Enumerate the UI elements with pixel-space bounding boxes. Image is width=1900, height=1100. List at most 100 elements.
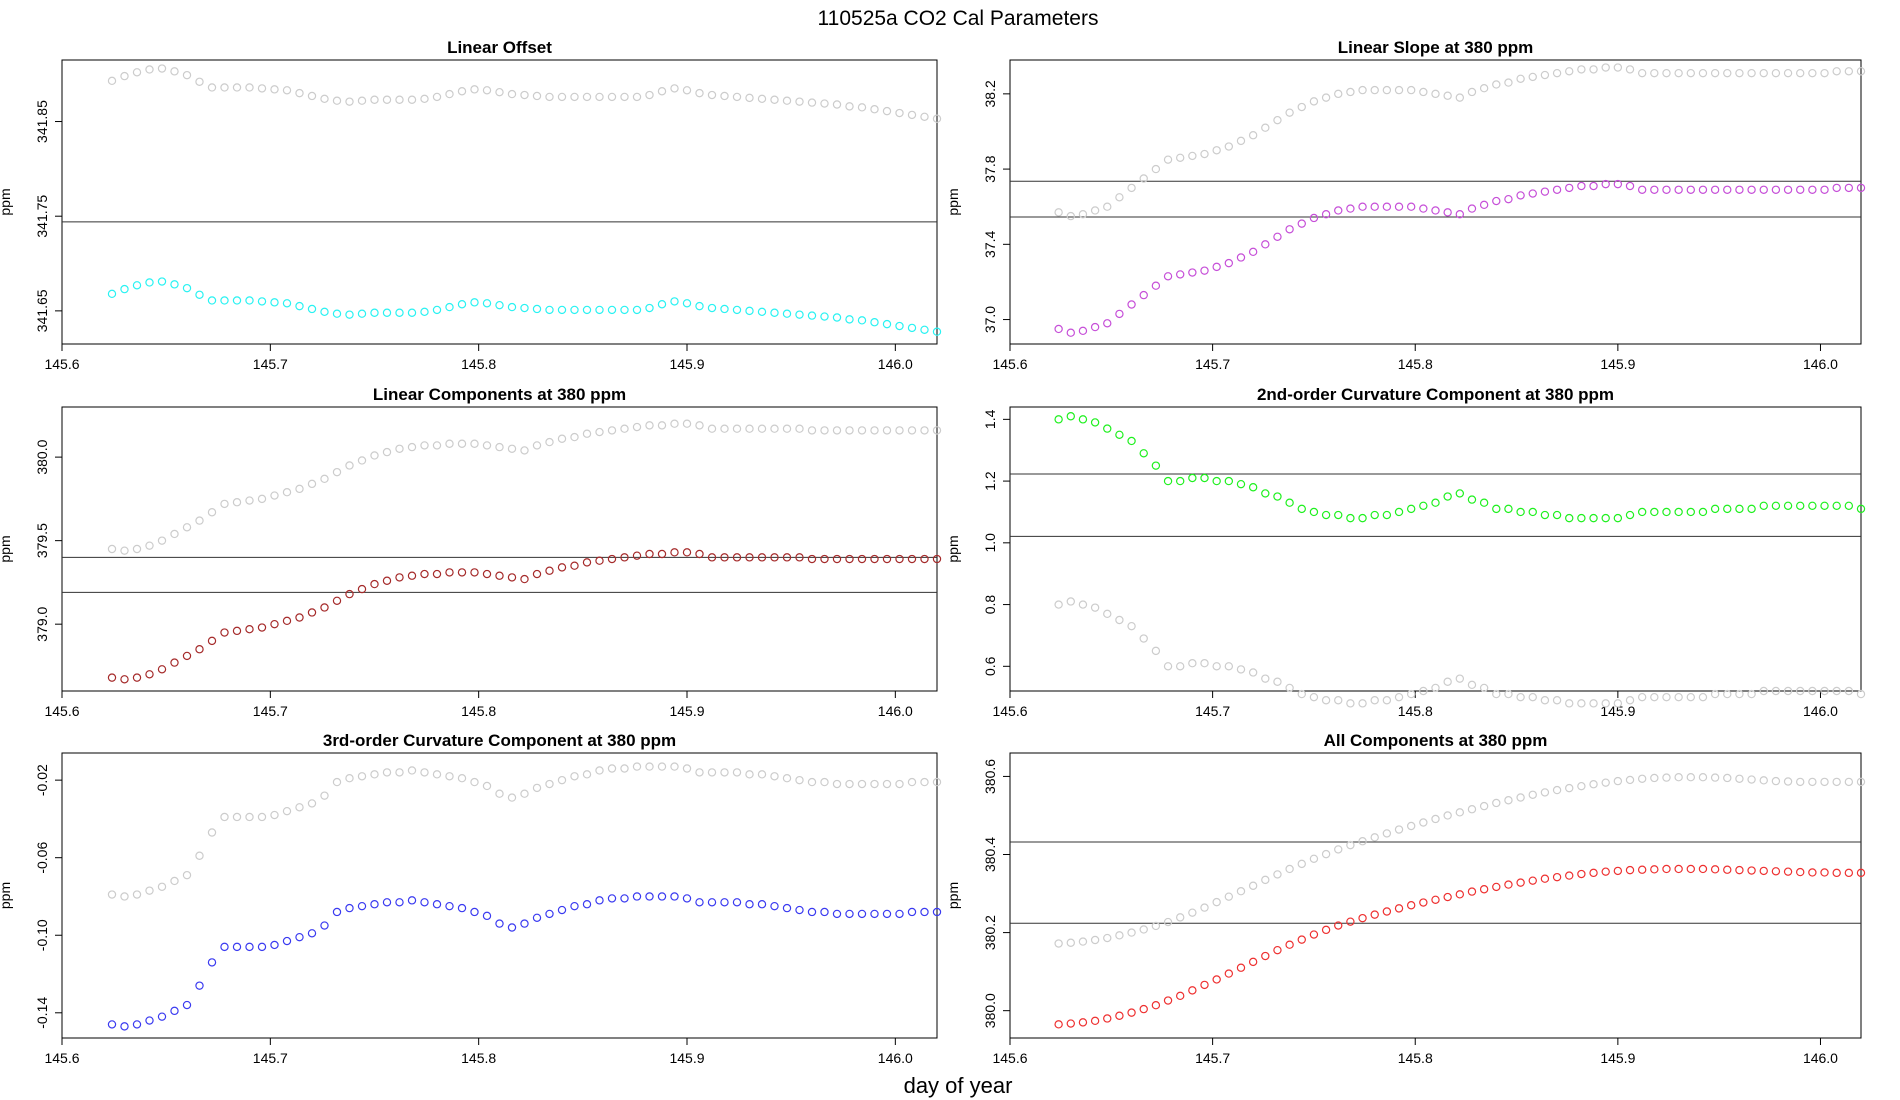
data-point bbox=[832, 100, 842, 109]
data-point bbox=[1832, 501, 1841, 510]
data-point bbox=[332, 467, 342, 477]
data-point bbox=[557, 775, 567, 785]
data-point bbox=[482, 86, 492, 95]
data-point bbox=[1723, 185, 1732, 194]
data-point bbox=[1334, 206, 1343, 215]
data-point bbox=[457, 903, 467, 913]
data-point bbox=[1650, 773, 1659, 783]
data-point bbox=[1394, 692, 1404, 702]
data-point bbox=[1236, 963, 1246, 972]
data-point bbox=[1431, 206, 1440, 215]
x-tick-label: 145.7 bbox=[253, 703, 288, 719]
data-point bbox=[507, 923, 517, 932]
data-point bbox=[582, 429, 592, 438]
data-point bbox=[732, 92, 742, 102]
data-point bbox=[1492, 798, 1501, 808]
data-point bbox=[1115, 931, 1124, 940]
data-point bbox=[845, 102, 854, 111]
data-point bbox=[345, 589, 354, 599]
data-point bbox=[1127, 183, 1136, 193]
data-point bbox=[1285, 683, 1294, 693]
data-point bbox=[882, 779, 892, 789]
data-point bbox=[495, 300, 504, 310]
data-point bbox=[832, 779, 842, 789]
data-point bbox=[1820, 185, 1829, 194]
data-point bbox=[1248, 957, 1258, 967]
y-tick-label: 341.85 bbox=[34, 100, 50, 143]
data-point bbox=[1723, 865, 1732, 874]
data-point bbox=[1090, 1016, 1100, 1026]
data-point bbox=[682, 419, 692, 428]
data-point bbox=[1832, 868, 1841, 878]
data-point bbox=[1382, 85, 1392, 95]
data-point bbox=[1224, 142, 1234, 151]
data-point bbox=[1334, 845, 1343, 854]
data-point bbox=[1188, 473, 1197, 483]
data-point bbox=[1309, 930, 1319, 939]
data-point bbox=[120, 546, 129, 555]
data-point bbox=[1163, 272, 1173, 281]
data-point bbox=[507, 302, 517, 312]
data-point bbox=[907, 777, 917, 787]
data-point bbox=[632, 92, 642, 102]
data-point bbox=[445, 439, 454, 448]
data-point bbox=[1492, 196, 1501, 206]
data-point bbox=[782, 903, 792, 913]
data-point bbox=[120, 1022, 129, 1031]
data-point bbox=[1479, 498, 1489, 507]
data-point bbox=[870, 318, 879, 327]
data-point bbox=[1346, 204, 1355, 213]
data-point bbox=[1479, 683, 1489, 693]
data-point bbox=[445, 772, 454, 781]
data-point bbox=[1650, 865, 1659, 874]
data-point bbox=[920, 426, 929, 435]
plot-frame bbox=[1009, 752, 1862, 1039]
data-point bbox=[232, 83, 242, 92]
data-point bbox=[832, 313, 842, 322]
series-red bbox=[1054, 864, 1866, 1029]
data-point bbox=[182, 870, 192, 880]
y-tick-label: 380.0 bbox=[34, 439, 50, 474]
x-tick-label: 146.0 bbox=[1803, 703, 1838, 719]
data-point bbox=[1686, 68, 1696, 78]
data-point bbox=[1334, 510, 1343, 520]
data-point bbox=[1698, 773, 1708, 782]
data-point bbox=[607, 426, 617, 435]
data-point bbox=[1358, 837, 1367, 846]
data-point bbox=[1747, 185, 1756, 194]
data-point bbox=[345, 461, 354, 470]
data-point bbox=[1212, 262, 1221, 272]
data-point bbox=[107, 890, 117, 899]
y-tick-label: 379.0 bbox=[34, 606, 50, 641]
data-point bbox=[1528, 692, 1537, 702]
panels-grid: Linear Offset ppm 145.6 145.7 145.8 145.9 146.… bbox=[0, 38, 1866, 1066]
data-point bbox=[782, 96, 792, 105]
data-point bbox=[1808, 68, 1817, 78]
data-point bbox=[820, 907, 829, 917]
data-point bbox=[370, 308, 379, 317]
data-point bbox=[1358, 913, 1367, 923]
data-point bbox=[657, 300, 667, 309]
data-point bbox=[445, 302, 454, 312]
data-point bbox=[1394, 202, 1404, 211]
x-tick-label: 145.9 bbox=[1600, 703, 1635, 719]
data-point bbox=[707, 768, 717, 777]
data-point bbox=[695, 549, 704, 559]
data-point bbox=[407, 95, 417, 104]
data-point bbox=[1856, 504, 1866, 514]
data-point bbox=[532, 783, 542, 793]
data-point bbox=[1783, 68, 1793, 78]
data-point bbox=[1054, 939, 1063, 948]
data-point bbox=[1662, 68, 1671, 78]
data-point bbox=[920, 325, 929, 334]
data-point bbox=[882, 106, 892, 116]
panel-title: All Components at 380 ppm bbox=[1324, 731, 1548, 750]
data-point bbox=[1370, 202, 1379, 211]
data-point bbox=[1710, 185, 1720, 194]
data-point bbox=[1054, 208, 1063, 217]
data-point bbox=[270, 298, 279, 307]
data-point bbox=[1577, 65, 1586, 74]
panel-title: 3rd-order Curvature Component at 380 ppm bbox=[323, 731, 676, 750]
data-point bbox=[1747, 866, 1756, 875]
